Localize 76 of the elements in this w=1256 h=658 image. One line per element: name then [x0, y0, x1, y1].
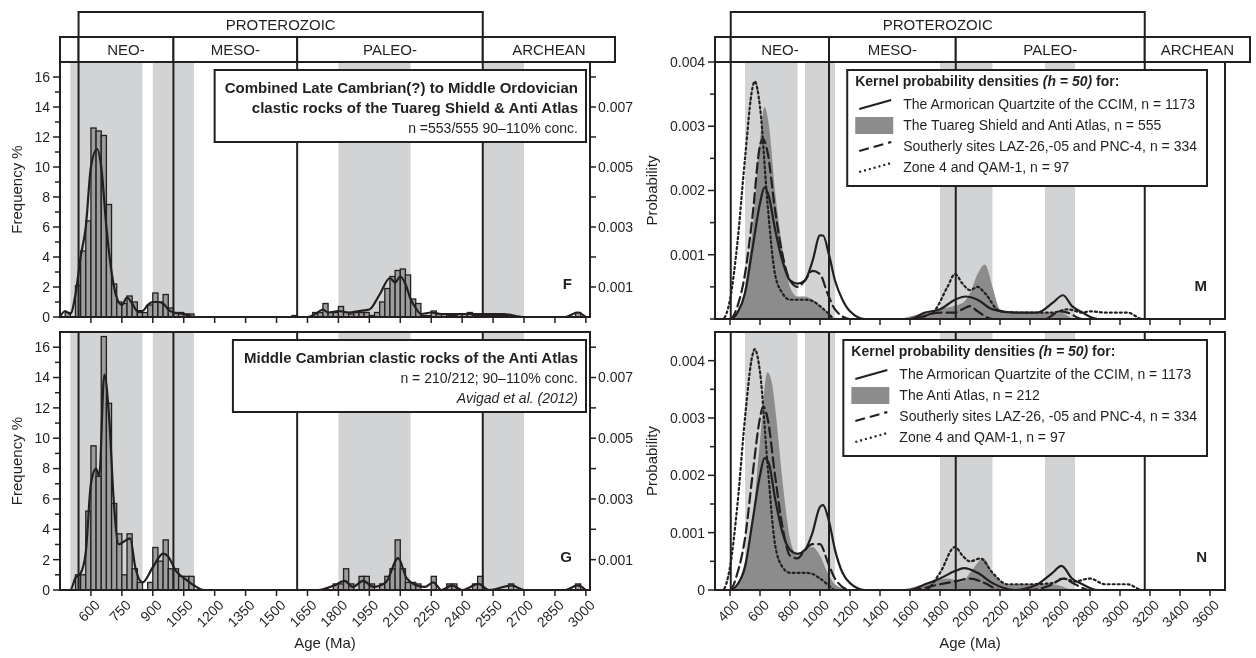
annotation: G	[560, 548, 572, 565]
text: n = 210/212; 90–110% conc.	[400, 369, 578, 386]
y2-tick-label: 0.001	[598, 278, 634, 295]
x-axis-title: Age (Ma)	[939, 634, 1001, 651]
x-tick-label: 800	[774, 596, 803, 625]
x-tick-label: 400	[714, 596, 743, 625]
text: PALEO-	[1023, 40, 1078, 58]
y-tick-label: 16	[34, 68, 51, 85]
y-axis-title: Probability	[643, 154, 660, 226]
y-tick-label: 0.002	[669, 467, 706, 484]
text: Middle Cambrian clastic rocks of the Anti Atlas	[244, 349, 578, 367]
text: n =553/555 90–110% conc.	[408, 119, 578, 136]
y-tick-label: 12	[34, 399, 51, 416]
y-tick-label: 10	[34, 158, 51, 175]
y-tick-label: 6	[42, 490, 51, 507]
y-tick-label: 2	[42, 278, 51, 295]
y-tick-label: 6	[42, 218, 51, 235]
y-tick-label: 0.001	[669, 246, 706, 263]
legend-label: The Armorican Quartzite of the CCIM, n = 1173	[899, 365, 1192, 382]
text: PROTEROZOIC	[225, 15, 336, 33]
y-tick-label: 14	[34, 98, 51, 115]
text: MESO-	[210, 40, 260, 58]
text: PROTEROZOIC	[882, 15, 993, 33]
text: NEO-	[107, 40, 145, 58]
y2-tick-label: 0.001	[598, 551, 634, 568]
annotation: Avigad et al. (2012)	[455, 389, 578, 406]
y-tick-label: 0	[697, 581, 706, 598]
y2-tick-label: 0.007	[598, 369, 634, 386]
y-tick-label: 0.004	[669, 352, 706, 369]
text: PALEO-	[363, 40, 417, 58]
y-tick-label: 0.004	[669, 53, 706, 70]
y-tick-label: 0	[42, 308, 51, 325]
y-tick-label: 4	[42, 248, 51, 265]
x-axis-title: Age (Ma)	[294, 634, 356, 651]
text: ARCHEAN	[512, 40, 586, 58]
y2-tick-label: 0.003	[598, 218, 634, 235]
text: Combined Late Cambrian(?) to Middle Ordovician clastic rocks of the Tuareg Shield & Anti Atlas	[224, 79, 578, 117]
y-tick-label: 0	[42, 581, 51, 598]
y-tick-label: 8	[42, 188, 51, 205]
legend-label: The Anti Atlas, n = 212	[899, 386, 1041, 403]
annotation: F	[562, 275, 572, 292]
legend-label: The Armorican Quartzite of the CCIM, n = 1173	[903, 95, 1196, 112]
legend-label: Zone 4 and QAM-1, n = 97	[903, 158, 1070, 175]
y2-tick-label: 0.003	[598, 490, 634, 507]
legend-label: Zone 4 and QAM-1, n = 97	[899, 428, 1066, 445]
y-tick-label: 4	[42, 521, 51, 538]
legend-title: Kernel probability densities (h = 50) for:	[855, 73, 1120, 89]
legend-label: The Tuareg Shield and Anti Atlas, n = 555	[903, 116, 1162, 133]
x-tick-label: 900	[137, 596, 165, 625]
x-tick-label: 600	[744, 596, 773, 625]
annotation: N	[1196, 548, 1207, 565]
y-tick-label: 16	[34, 339, 51, 356]
text: NEO-	[761, 40, 799, 58]
x-tick-label: 750	[106, 596, 135, 625]
y2-tick-label: 0.007	[598, 98, 634, 115]
y-tick-label: 14	[34, 369, 51, 386]
legend-label: Southerly sites LAZ-26,-05 and PNC-4, n = 334	[903, 137, 1198, 154]
y-axis-title: Probability	[643, 425, 660, 497]
text: ARCHEAN	[1160, 40, 1235, 58]
y-tick-label: 2	[42, 551, 51, 568]
y2-tick-label: 0.005	[598, 158, 634, 175]
legend-label: Southerly sites LAZ-26, -05 and PNC-4, n = 334	[899, 407, 1198, 424]
annotation: M	[1194, 277, 1207, 294]
y-tick-label: 12	[34, 128, 51, 145]
y-axis-title: Frequency %	[8, 145, 25, 234]
text: MESO-	[867, 40, 917, 58]
y-tick-label: 0.003	[669, 409, 706, 426]
y-tick-label: 0.001	[669, 524, 706, 541]
legend-title: Kernel probability densities (h = 50) for:	[851, 343, 1116, 359]
y2-tick-label: 0.005	[598, 430, 634, 447]
y-axis-title: Frequency %	[8, 416, 25, 506]
y-tick-label: 0.002	[669, 182, 706, 199]
x-tick-label: 600	[75, 596, 104, 625]
y-tick-label: 8	[42, 460, 51, 477]
y-tick-label: 10	[34, 430, 51, 447]
y-tick-label: 0.003	[669, 118, 706, 135]
